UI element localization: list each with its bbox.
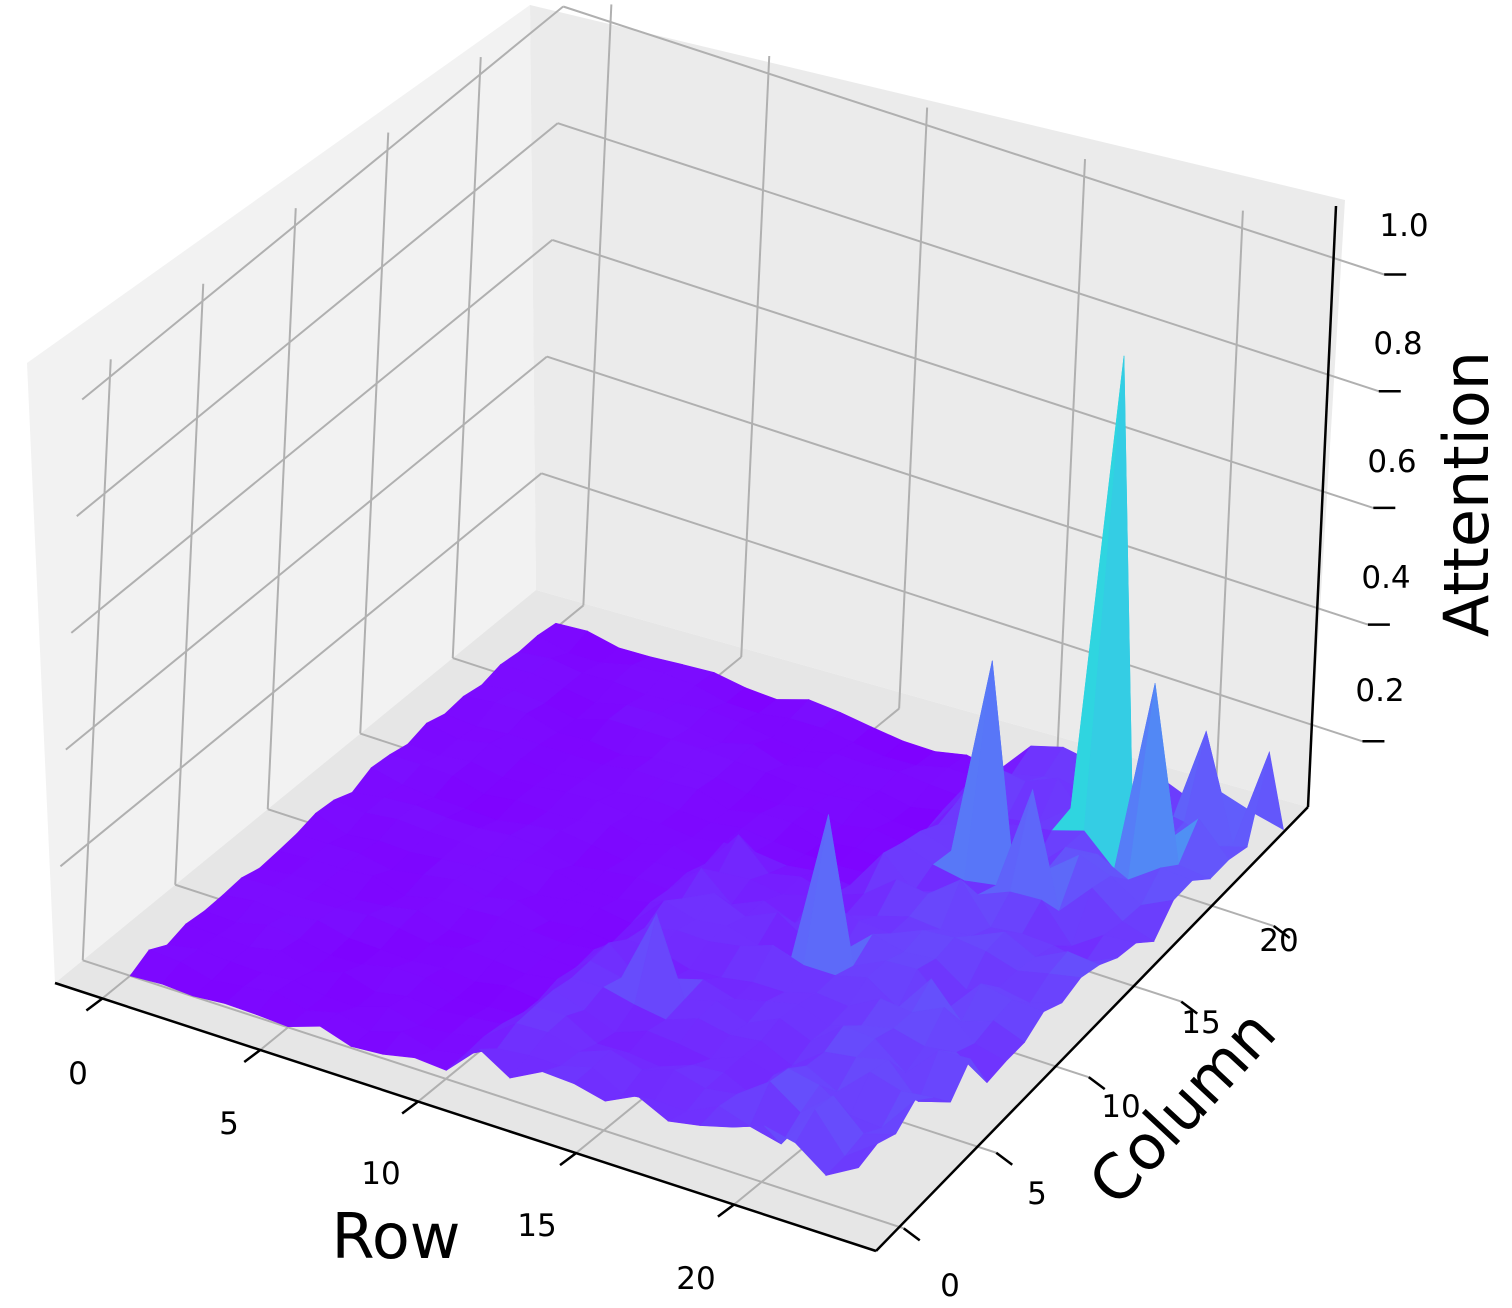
floor-grid-line — [82, 959, 905, 1230]
column-tick-20: 20 — [1259, 923, 1298, 959]
wall-grid-line — [552, 238, 1374, 509]
wall-grid-line — [65, 355, 548, 751]
row-tick-15: 15 — [517, 1208, 556, 1244]
wall-grid-line — [359, 132, 390, 734]
wall-grid-line — [740, 55, 771, 658]
wall-grid-line — [81, 5, 564, 401]
row-tick-10: 10 — [361, 1156, 400, 1192]
wall-grid-line — [541, 472, 1363, 743]
attention-axis-label: Attention — [1430, 351, 1503, 637]
attention-tick-1-0: 1.0 — [1379, 208, 1428, 244]
column-tick-10: 10 — [1101, 1089, 1140, 1125]
wall-grid-line — [1056, 159, 1087, 761]
column-tick-mark — [1180, 1000, 1198, 1015]
wall-grid-line — [562, 5, 1385, 276]
wall-grid-line — [898, 107, 929, 709]
column-tick-mark — [1273, 925, 1291, 940]
column-tick-5: 5 — [1027, 1176, 1047, 1212]
attention-axis-line — [1306, 205, 1338, 808]
wall-grid-line — [582, 4, 613, 606]
right-back-pane — [530, 5, 1345, 807]
row-tick-mark — [85, 997, 104, 1012]
column-tick-mark — [903, 1227, 921, 1242]
row-tick-5: 5 — [219, 1106, 239, 1142]
row-axis-line — [54, 981, 877, 1253]
row-tick-20: 20 — [676, 1261, 715, 1297]
wall-grid-line — [76, 122, 559, 517]
row-axis-label: Row — [332, 1200, 461, 1273]
attention-tick-0-2: 0.2 — [1355, 673, 1404, 709]
row-tick-labels: 0 5 10 15 20 — [68, 1056, 716, 1297]
wall-grid-line — [174, 283, 205, 885]
wall-grid-line — [59, 472, 543, 868]
attention-surface — [129, 355, 1284, 1176]
wall-grid-line — [451, 56, 482, 659]
attention-tick-0-4: 0.4 — [1361, 560, 1410, 596]
column-tick-mark — [1088, 1076, 1106, 1091]
column-axis-line — [875, 806, 1309, 1252]
wall-grid-line — [266, 208, 297, 810]
wall-grid-line — [70, 239, 553, 634]
attention-tick-0-8: 0.8 — [1373, 326, 1422, 362]
row-tick-mark — [401, 1100, 419, 1115]
attention-tick-0-6: 0.6 — [1367, 444, 1416, 480]
surface-cell — [825, 1142, 879, 1176]
column-tick-0: 0 — [940, 1268, 960, 1304]
wall-grid-line — [81, 359, 112, 961]
tick-marks — [85, 273, 1407, 1242]
row-tick-mark — [243, 1049, 261, 1063]
wall-grid-line — [557, 122, 1380, 393]
wall-grid-line — [1213, 210, 1244, 812]
column-tick-15: 15 — [1181, 1005, 1220, 1041]
column-tick-labels: 0 5 10 15 20 — [940, 923, 1299, 1304]
wall-grid-line — [546, 355, 1369, 626]
column-tick-mark — [995, 1151, 1013, 1166]
row-tick-mark — [717, 1203, 735, 1218]
row-tick-mark — [559, 1152, 577, 1167]
attention-tick-labels: 0.2 0.4 0.6 0.8 1.0 — [1355, 208, 1428, 709]
row-tick-0: 0 — [68, 1056, 88, 1092]
